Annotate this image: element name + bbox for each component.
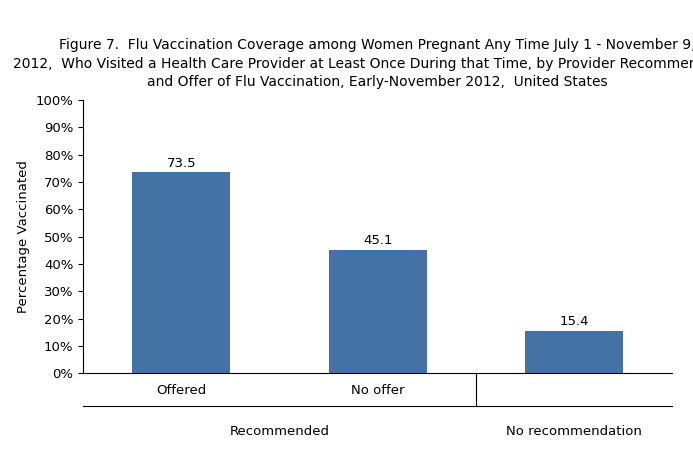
Bar (525, 331, 623, 373)
Text: 15.4: 15.4 (559, 315, 589, 329)
Text: 45.1: 45.1 (363, 234, 392, 247)
Title: Figure 7.  Flu Vaccination Coverage among Women Pregnant Any Time July 1 - Novem: Figure 7. Flu Vaccination Coverage among… (13, 38, 693, 89)
Text: Recommended: Recommended (229, 425, 329, 438)
Bar (328, 250, 427, 373)
Text: 73.5: 73.5 (166, 157, 196, 170)
Y-axis label: Percentage Vaccinated: Percentage Vaccinated (17, 160, 30, 313)
Bar (132, 172, 230, 373)
Text: No recommendation: No recommendation (506, 425, 642, 438)
